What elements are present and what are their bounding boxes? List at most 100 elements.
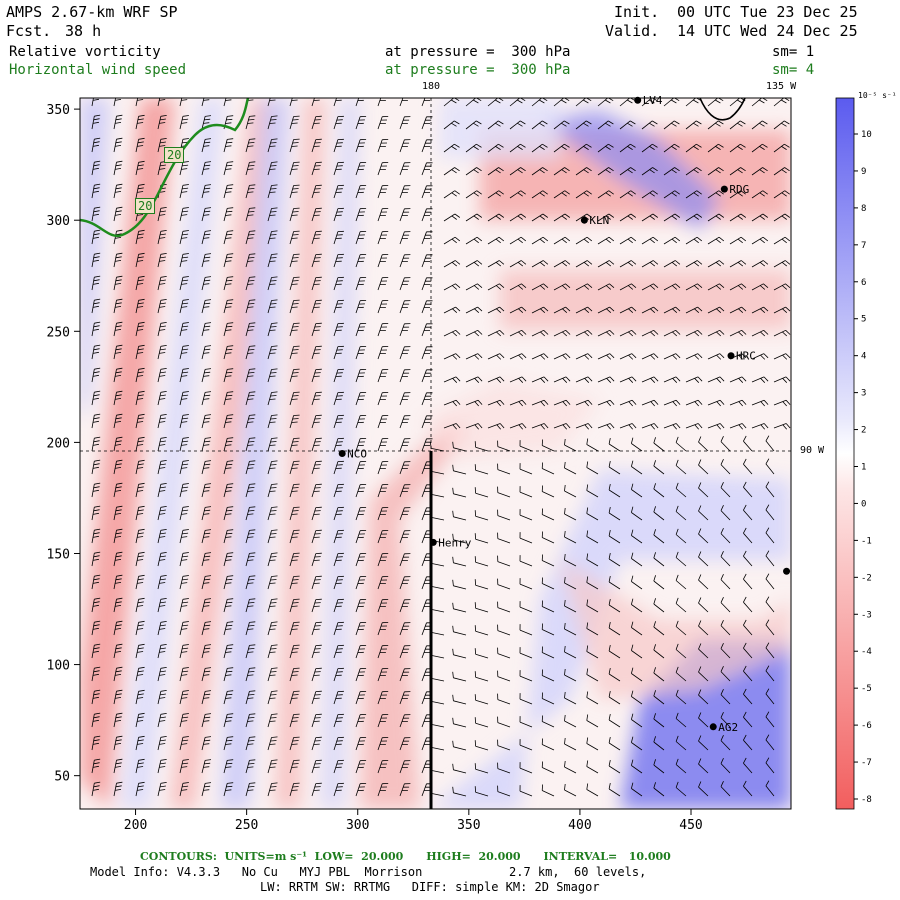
wind-barb (497, 578, 511, 590)
wind-barb (421, 392, 433, 406)
wind-barb (619, 399, 637, 407)
wind-barb (641, 260, 659, 268)
wind-barb (698, 689, 709, 705)
wind-barb (113, 367, 123, 383)
wind-barb (765, 596, 775, 613)
wind-barb (720, 574, 731, 590)
wind-barb (113, 183, 123, 199)
wind-barb (631, 598, 643, 613)
wind-barb (619, 283, 637, 291)
wind-barb (597, 167, 614, 176)
wind-barb (179, 598, 189, 613)
wind-barb (743, 734, 753, 751)
wind-barb (267, 667, 278, 682)
wind-barb (608, 714, 621, 728)
wind-barb (421, 185, 433, 199)
wind-barb (641, 329, 659, 337)
wind-barb (289, 506, 300, 521)
wind-barb (675, 689, 687, 705)
wind-barb (675, 620, 687, 636)
wind-barb (311, 598, 322, 613)
wind-barb (91, 689, 101, 705)
wind-barb (267, 782, 278, 797)
wind-barb (355, 116, 367, 130)
wind-barb (135, 275, 145, 291)
wind-barb (685, 143, 702, 153)
wind-barb (223, 690, 234, 705)
wind-barb (519, 762, 533, 774)
wind-barb (355, 530, 367, 544)
wind-barb (541, 761, 555, 774)
wind-barb (765, 573, 775, 590)
wind-barb (355, 553, 367, 567)
wind-barb (765, 527, 775, 544)
wind-barb (653, 552, 665, 567)
wind-barb (377, 760, 389, 774)
wind-barb (267, 460, 278, 475)
wind-barb (597, 143, 614, 153)
wind-barb (201, 621, 212, 636)
wind-barb (333, 253, 344, 268)
station-marker (783, 567, 791, 575)
wind-barb (113, 712, 123, 728)
wind-barb (289, 460, 300, 475)
wind-barb (707, 190, 724, 199)
wind-barb (487, 120, 504, 130)
wind-barb (201, 184, 212, 199)
wind-barb (553, 329, 571, 337)
wind-barb (113, 735, 123, 751)
wind-barb (245, 437, 256, 452)
wind-barb (267, 368, 278, 383)
wind-barb (474, 671, 489, 682)
wind-barb (311, 483, 322, 498)
wind-barb (519, 716, 533, 728)
wind-barb (179, 138, 189, 153)
wind-barb (91, 551, 101, 567)
wind-barb (474, 763, 489, 774)
lon-label-135w: 135 W (766, 81, 797, 92)
wind-barb (541, 554, 555, 567)
wind-barb (597, 213, 615, 222)
wind-barb (443, 423, 461, 430)
station-marker (720, 185, 728, 193)
wind-barb (201, 345, 212, 360)
wind-barb (311, 782, 322, 797)
x-tick-label: 300 (346, 818, 369, 833)
wind-barb (421, 231, 433, 245)
wind-barb (608, 576, 621, 590)
wind-barb (519, 670, 533, 682)
wind-barb (519, 509, 533, 521)
wind-barb (399, 231, 411, 245)
wind-barb (421, 139, 433, 153)
wind-barb (443, 236, 461, 245)
wind-barb (355, 599, 367, 613)
wind-barb (135, 137, 145, 153)
wind-barb (91, 252, 101, 268)
wind-barb (245, 713, 256, 728)
wind-barb (465, 423, 483, 430)
wind-barb (675, 505, 687, 521)
wind-barb (245, 138, 256, 153)
wind-barb (541, 577, 555, 590)
wind-barb (553, 143, 570, 153)
wind-barb (452, 763, 467, 774)
wind-barb (553, 423, 571, 430)
wind-barb (663, 236, 681, 245)
wind-barb (157, 98, 166, 107)
wind-barb (223, 207, 234, 222)
valid-value: 14 UTC Wed 24 Dec 25 (677, 22, 858, 40)
wind-barb (113, 620, 123, 636)
wind-barb (452, 625, 467, 636)
wind-barb (765, 665, 775, 682)
wind-barb (113, 459, 123, 475)
wind-barb (452, 487, 467, 498)
init-value: 00 UTC Tue 23 Dec 25 (677, 3, 858, 21)
wind-barb (653, 437, 665, 452)
wind-barb (135, 367, 145, 383)
y-tick-label: 150 (47, 547, 70, 562)
y-tick-label: 200 (47, 436, 70, 451)
wind-barb (245, 483, 256, 498)
wind-barb (497, 532, 511, 544)
wind-barb (608, 668, 621, 682)
wind-barb (497, 670, 511, 682)
